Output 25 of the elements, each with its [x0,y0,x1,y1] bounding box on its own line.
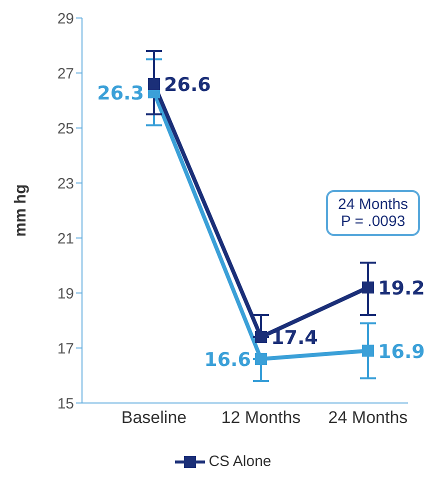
point [255,331,267,343]
point [255,353,267,365]
y-tick-label: 27 [57,65,74,82]
legend-label: CS Alone [208,453,272,470]
data-label: 26.3 [97,82,144,104]
point [148,78,160,90]
x-tick-label: 24 Months [328,408,408,428]
data-label: 19.2 [378,278,425,300]
y-axis-title: mm hg [12,184,30,237]
data-label: 16.6 [204,349,251,371]
annotation: 24 Months P = .0093 [326,190,420,236]
y-tick-label: 29 [57,10,74,28]
point [362,282,374,294]
data-label: 16.9 [378,340,425,363]
data-label: 17.4 [271,327,318,349]
y-tick-label: 17 [57,340,74,358]
y-tick-label: 25 [57,120,74,138]
y-tick-label: 15 [57,395,74,412]
y-tick-label: 21 [57,230,74,248]
x-tick-label: Baseline [121,408,187,428]
y-tick-label: 19 [57,285,74,302]
y-tick-label: 23 [57,175,74,192]
point [362,344,374,357]
data-label: 26.6 [164,74,211,96]
x-tick-label: 12 Months [221,408,301,428]
